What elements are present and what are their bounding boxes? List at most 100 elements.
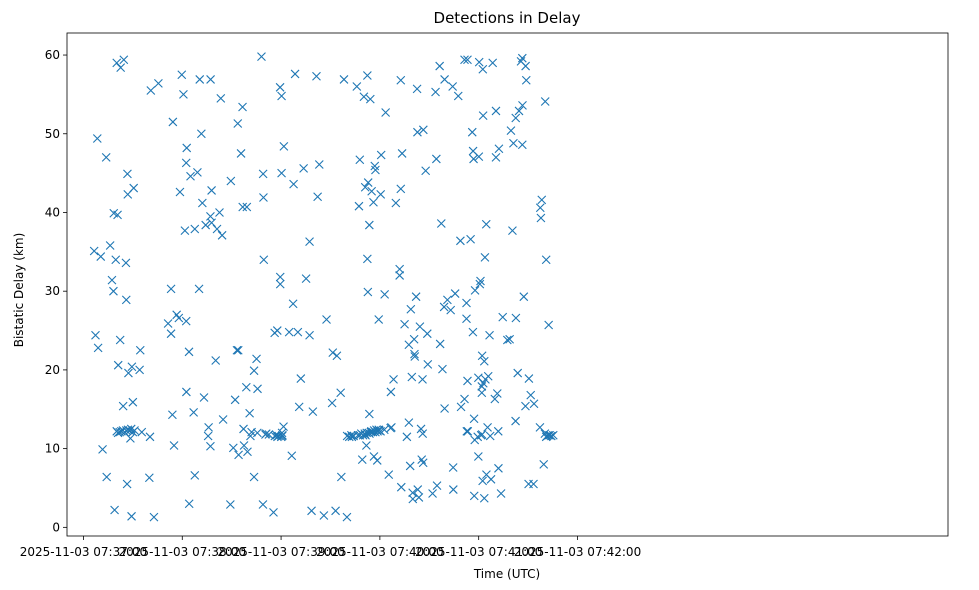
data-point [89, 246, 99, 256]
data-point [218, 415, 228, 424]
data-point [432, 481, 442, 491]
y-tick-label: 20 [45, 363, 60, 377]
data-point [408, 494, 418, 504]
data-point [537, 195, 547, 205]
data-point [468, 327, 478, 337]
data-point [463, 426, 473, 436]
data-point [409, 334, 419, 344]
data-point [481, 219, 491, 229]
data-point [236, 149, 246, 158]
data-point [154, 78, 163, 88]
data-point [146, 86, 156, 95]
data-point [179, 90, 188, 99]
data-point [362, 71, 372, 80]
data-point [190, 224, 200, 234]
data-point [113, 210, 122, 220]
data-point [261, 429, 271, 439]
data-point [478, 111, 488, 121]
data-point [319, 511, 329, 520]
data-point [387, 422, 396, 432]
data-point [479, 356, 489, 366]
data-point [386, 387, 396, 397]
data-point [467, 127, 477, 137]
data-point [478, 64, 488, 74]
data-point [407, 372, 417, 382]
data-point [369, 197, 378, 207]
data-point [416, 424, 426, 434]
data-point [428, 489, 437, 498]
data-point [181, 316, 191, 326]
data-point [411, 292, 421, 302]
data-point [252, 428, 262, 438]
data-point [110, 505, 119, 515]
data-point [243, 447, 252, 457]
data-point [342, 512, 352, 522]
data-point [181, 158, 191, 168]
data-point [230, 395, 240, 405]
data-point [462, 426, 472, 436]
data-point [109, 286, 118, 296]
data-point [189, 408, 199, 417]
data-point [121, 426, 131, 435]
data-point [456, 236, 465, 246]
data-point [199, 393, 209, 402]
data-point [418, 429, 428, 439]
data-point [443, 295, 452, 305]
data-point [462, 314, 471, 324]
x-tick-label: 2025-11-03 07:37:00 [20, 545, 147, 559]
data-point [168, 410, 177, 420]
x-tick-label: 2025-11-03 07:40:00 [316, 545, 443, 559]
data-point [418, 458, 428, 468]
data-point [477, 351, 487, 361]
data-point [184, 347, 194, 357]
data-point [166, 284, 176, 294]
data-point [238, 102, 247, 112]
data-point [294, 402, 304, 412]
y-tick-label: 0 [52, 520, 60, 534]
data-point [453, 91, 463, 101]
data-point [193, 167, 202, 177]
data-point [168, 117, 178, 127]
data-point [541, 255, 551, 265]
data-point [364, 409, 374, 419]
data-point [180, 226, 190, 235]
data-point [336, 388, 346, 398]
data-point [496, 489, 506, 498]
data-point [175, 187, 185, 197]
data-point [502, 335, 512, 345]
y-tick-label: 60 [45, 48, 60, 62]
data-point [336, 472, 346, 482]
data-point [211, 356, 221, 365]
data-point [361, 441, 371, 450]
data-point [278, 430, 287, 440]
data-point [186, 171, 195, 181]
data-point [466, 234, 476, 244]
data-point [207, 186, 216, 195]
data-point [332, 351, 342, 361]
data-point [372, 456, 382, 465]
data-point [478, 476, 488, 486]
x-tick-label: 2025-11-03 07:38:00 [119, 545, 246, 559]
y-axis-label: Bistatic Delay (km) [12, 233, 26, 348]
data-point [225, 500, 235, 509]
data-point [483, 422, 492, 432]
data-point [113, 360, 123, 370]
data-point [517, 53, 527, 63]
data-point [440, 75, 449, 84]
data-point [169, 441, 179, 450]
data-point [101, 152, 111, 162]
data-point [371, 165, 380, 175]
data-point [362, 254, 372, 264]
data-point [149, 512, 159, 522]
data-point [299, 164, 309, 173]
data-point [485, 330, 494, 340]
data-point [486, 474, 496, 484]
data-point [418, 125, 428, 135]
data-point [137, 427, 147, 437]
data-point [474, 152, 484, 161]
data-point [102, 472, 112, 482]
data-point [477, 430, 487, 439]
data-point [184, 499, 194, 509]
data-point [232, 345, 242, 355]
data-point [322, 315, 331, 324]
